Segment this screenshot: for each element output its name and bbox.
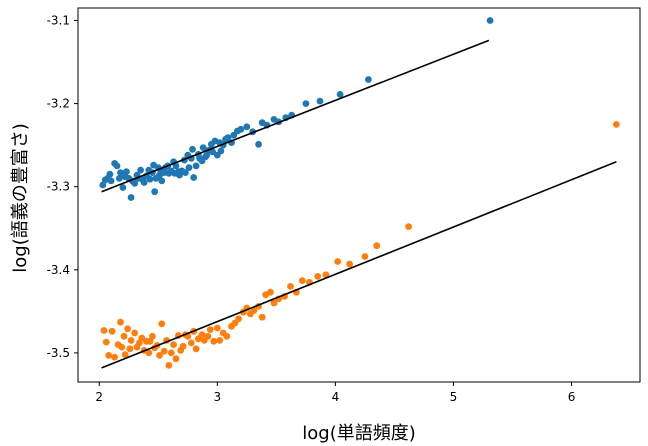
scatter-point (206, 326, 214, 333)
scatter-point (111, 353, 118, 361)
scatter-point (124, 325, 131, 333)
scatter-point (199, 144, 207, 152)
scatter-point (373, 242, 381, 250)
scatter-point (322, 271, 330, 279)
scatter-point (126, 345, 134, 353)
scatter-point (102, 338, 110, 346)
x-tick-label: 2 (95, 390, 103, 404)
scatter-point (146, 175, 154, 183)
scatter-point (361, 253, 369, 260)
scatter-point (187, 339, 195, 347)
scatter-point (216, 337, 224, 344)
scatter-point (118, 343, 126, 351)
scatter-point (267, 288, 274, 296)
scatter-point (213, 324, 221, 332)
scatter-point (182, 169, 189, 177)
scatter-point (105, 352, 113, 359)
scatter-point (255, 140, 262, 148)
scatter-point (270, 299, 278, 307)
y-axis-ticks: -3.1 -3.2 -3.3 -3.4 -3.5 (47, 13, 78, 360)
scatter-point (204, 332, 212, 340)
scatter-point (243, 123, 251, 131)
scatter-point (179, 342, 187, 350)
x-tick-label: 4 (332, 390, 340, 404)
scatter-point (151, 188, 159, 196)
scatter-point (106, 170, 114, 178)
y-tick-label: -3.5 (47, 346, 70, 360)
scatter-point (302, 100, 310, 107)
scatter-point (115, 175, 123, 182)
scatter-point (165, 362, 173, 369)
scatter-point (190, 174, 198, 181)
scatter-point (156, 352, 163, 359)
scatter-point (189, 145, 196, 153)
scatter-point (316, 97, 324, 105)
scatter-point (158, 320, 166, 328)
scatter-point (149, 332, 156, 340)
scatter-point (258, 313, 266, 321)
x-axis-ticks: 2 3 4 5 6 (95, 382, 575, 404)
scatter-point (120, 332, 128, 340)
series-1 (99, 17, 494, 201)
scatter-point (210, 337, 218, 345)
scatter-point (113, 162, 121, 170)
scatter-point (131, 180, 139, 187)
scatter-point (117, 318, 124, 326)
scatter-point (314, 273, 322, 280)
scatter-point (198, 331, 206, 338)
scatter-point (131, 329, 139, 337)
scatter-point (107, 177, 115, 185)
scatter-point (334, 258, 342, 265)
scatter-point (185, 164, 193, 172)
scatter-point (486, 17, 494, 24)
regression-line-2 (101, 161, 617, 369)
series-layer (99, 17, 620, 369)
scatter-point (336, 91, 344, 98)
scatter-point (160, 347, 168, 355)
scatter-point (192, 162, 200, 170)
scatter-point (121, 351, 129, 358)
x-tick-label: 5 (450, 390, 458, 404)
scatter-point (145, 349, 153, 357)
regression-line-1 (101, 39, 490, 193)
scatter-point (140, 179, 148, 186)
scatter-point (250, 307, 258, 314)
scatter-point (117, 169, 124, 177)
scatter-point (287, 283, 294, 290)
x-tick-label: 6 (568, 390, 576, 404)
scatter-point (346, 260, 353, 268)
scatter-point (405, 223, 412, 231)
x-axis-label: log(単語頻度) (302, 423, 415, 444)
y-tick-label: -3.2 (47, 97, 70, 111)
scatter-point (223, 332, 231, 340)
x-tick-label: 3 (213, 390, 221, 404)
scatter-point (298, 277, 306, 284)
scatter-point (108, 327, 116, 335)
scatter-point (158, 177, 166, 185)
scatter-point (167, 349, 175, 357)
plot-area (77, 7, 641, 383)
scatter-point (235, 315, 243, 323)
scatter-point (237, 125, 245, 133)
scatter-point (123, 168, 130, 176)
scatter-point (172, 355, 180, 363)
scatter-point (127, 337, 135, 344)
scatter-point (192, 345, 200, 353)
y-axis-label: log(語義の豊富さ) (10, 123, 31, 272)
scatter-point (119, 184, 127, 191)
scatter-point (224, 134, 232, 142)
y-tick-label: -3.1 (47, 13, 70, 27)
scatter-point (137, 166, 145, 174)
scatter-point (172, 162, 180, 170)
scatter-point (170, 341, 178, 348)
scatter-point (217, 147, 225, 155)
scatter-point (100, 327, 108, 334)
scatter-point (365, 76, 372, 83)
y-tick-label: -3.3 (47, 180, 70, 194)
series-2 (100, 121, 620, 369)
scatter-point (127, 194, 135, 201)
scatter-point (613, 121, 620, 128)
y-tick-label: -3.4 (47, 263, 70, 277)
